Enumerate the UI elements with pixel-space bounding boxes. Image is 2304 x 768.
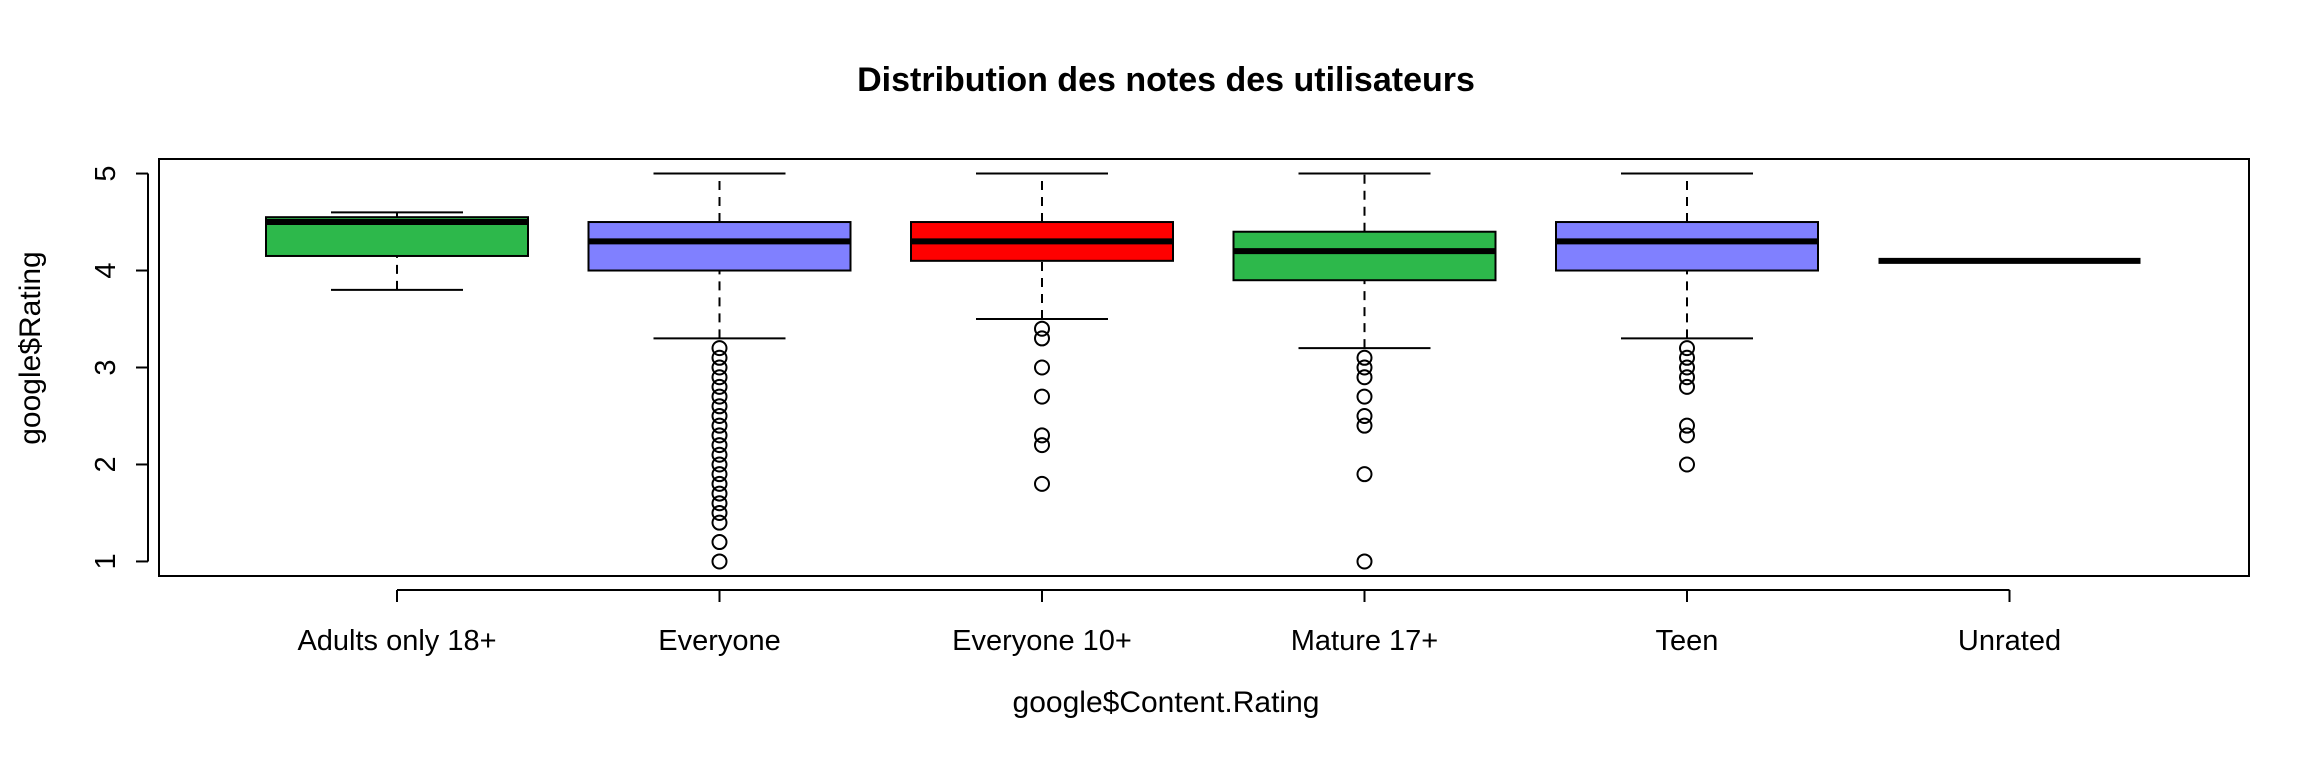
box-body [1555,221,1819,272]
box-body [1232,230,1497,282]
outlier-point [711,504,728,521]
y-tick-label: 2 [90,456,122,472]
outlier-point [1034,475,1050,492]
outlier-point [1356,466,1373,483]
x-axis-label: google$Content.Rating [1013,686,1320,719]
outlier-point [711,407,728,424]
outlier-point [711,340,728,357]
box-body [587,221,852,272]
x-tick-label: Everyone 10+ [952,625,1132,657]
x-tick-label: Teen [1656,625,1719,657]
x-tick-label: Adults only 18+ [297,625,496,657]
outlier-point [1356,417,1373,434]
outlier-point [711,485,728,502]
outlier-point [711,437,728,454]
chart-title: Distribution des notes des utilisateurs [857,61,1475,99]
outlier-point [1034,330,1050,347]
outlier-point [711,359,728,376]
outlier-point [711,466,728,483]
x-axis: Adults only 18+ Everyone Everyone 10+ Matur… [297,589,2061,657]
box-group [1232,172,1497,570]
outlier-point [711,369,728,386]
y-tick-label: 5 [90,165,122,181]
outlier-point [1679,417,1695,434]
outlier-point [711,475,728,492]
x-tick-label: Unrated [1958,625,2061,657]
outlier-point [1679,456,1695,473]
outlier-point [1679,378,1695,395]
box-group [587,172,852,570]
box-group [265,211,529,291]
outlier-point [1034,388,1050,405]
outlier-point [711,534,728,551]
outlier-point [1356,407,1373,424]
outlier-point [1356,388,1373,405]
y-tick-label: 3 [90,359,122,375]
outlier-point [1679,369,1695,386]
outlier-point [1679,349,1695,366]
outlier-point [1679,340,1695,357]
outlier-point [1356,349,1373,366]
outlier-point [711,446,728,463]
outlier-point [1034,320,1050,337]
outlier-point [711,427,728,444]
outlier-point [1034,427,1050,444]
outlier-point [1034,437,1050,454]
outlier-point [1356,369,1373,386]
x-tick-label: Everyone [658,625,781,657]
x-tick-label: Mature 17+ [1291,625,1439,657]
outlier-point [1034,359,1050,376]
outlier-point [1679,427,1695,444]
box-group [910,172,1174,492]
outlier-point [711,398,728,415]
y-tick-label: 1 [90,553,122,569]
outlier-point [711,514,728,531]
y-axis-label: google$Rating [14,251,47,445]
outlier-point [1356,359,1373,376]
boxes [265,172,2141,570]
outlier-point [711,495,728,512]
box-group [1555,172,1819,473]
outlier-point [711,349,728,366]
outlier-point [711,456,728,473]
outlier-point [1679,359,1695,376]
y-axis: 1 2 3 4 5 [90,165,149,570]
outlier-point [711,388,728,405]
outlier-point [1356,553,1373,570]
outlier-point [711,417,728,434]
outlier-point [711,378,728,395]
outlier-point [711,553,728,570]
plot-frame [158,158,2250,577]
y-tick-label: 4 [90,262,122,278]
